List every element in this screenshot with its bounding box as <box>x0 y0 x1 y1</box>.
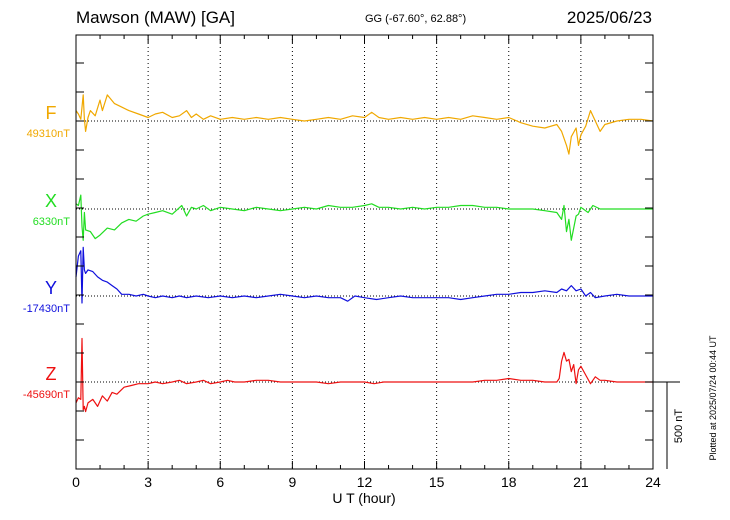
scale-bar: 500 nT <box>653 381 685 469</box>
station-title: Mawson (MAW) [GA] <box>76 8 235 27</box>
x-tick-labels: 0 3 6 9 12 15 18 21 24 <box>72 474 661 490</box>
series-line-y <box>75 246 653 304</box>
series-line-z <box>75 337 653 413</box>
component-letter-f: F <box>46 103 57 123</box>
x-tick-label-24: 24 <box>645 474 661 490</box>
baseline-value-x: 6330nT <box>33 216 71 228</box>
baseline-value-f: 49310nT <box>27 128 71 140</box>
baseline-value-z: -45690nT <box>23 389 70 401</box>
series-layer <box>75 94 654 413</box>
coordinates-label: GG (-67.60°, 62.88°) <box>365 13 467 25</box>
component-letter-z: Z <box>46 364 57 384</box>
component-letter-x: X <box>45 191 57 211</box>
component-letter-y: Y <box>45 278 57 298</box>
x-tick-label-9: 9 <box>288 474 296 490</box>
x-tick-label-15: 15 <box>429 474 445 490</box>
x-tick-label-3: 3 <box>144 474 152 490</box>
x-tick-label-6: 6 <box>216 474 224 490</box>
x-axis-title: U T (hour) <box>332 490 395 506</box>
component-labels: F 49310nT X 6330nT Y -17430nT Z -45690nT <box>23 103 70 401</box>
scale-bar-label: 500 nT <box>673 409 685 444</box>
series-line-x <box>75 194 653 241</box>
grid-layer <box>147 35 582 469</box>
x-tick-label-0: 0 <box>72 474 80 490</box>
date-label: 2025/06/23 <box>566 8 652 27</box>
plotted-at-note: Plotted at 2025/07/24 00:44 UT <box>708 335 718 461</box>
x-tick-label-21: 21 <box>573 474 589 490</box>
x-tick-label-12: 12 <box>357 474 373 490</box>
tick-layer <box>75 35 654 469</box>
series-line-f <box>75 94 654 155</box>
baseline-value-y: -17430nT <box>23 303 70 315</box>
x-tick-label-18: 18 <box>501 474 517 490</box>
